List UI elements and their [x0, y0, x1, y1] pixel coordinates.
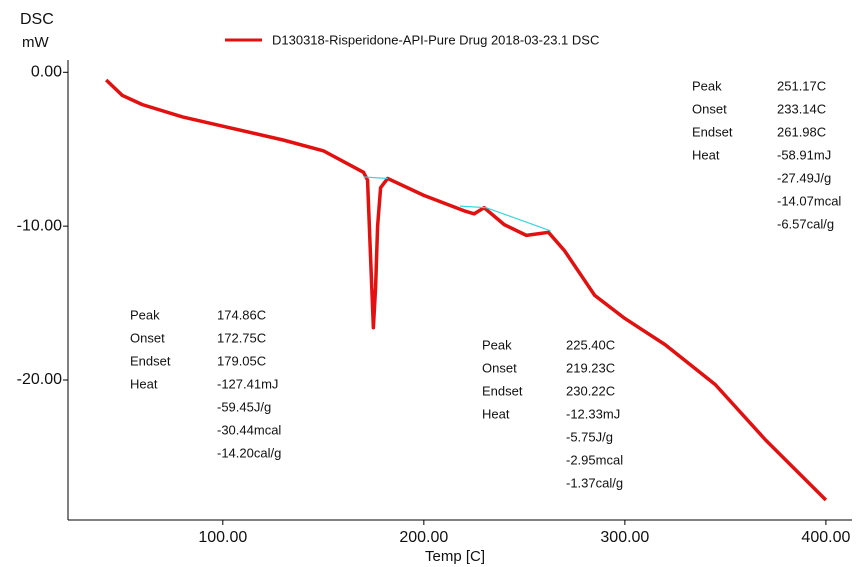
annotation-label: Onset: [692, 101, 727, 116]
x-tick-label: 400.00: [801, 529, 850, 546]
annotation-value: -5.75J/g: [566, 429, 613, 444]
annotation-label: Heat: [482, 406, 510, 421]
annotation-label: Peak: [482, 337, 512, 352]
y-tick-label: 0.00: [31, 64, 62, 81]
x-tick-label: 100.00: [198, 529, 247, 546]
y-label: DSC: [20, 11, 54, 28]
annotation-label: Endset: [482, 383, 523, 398]
annotation-label: Heat: [130, 376, 158, 391]
annotation-value: -14.07mcal: [777, 193, 841, 208]
annotation-label: Onset: [130, 330, 165, 345]
annotation-value: 219.23C: [566, 360, 615, 375]
x-tick-label: 300.00: [600, 529, 649, 546]
annotation-label: Endset: [692, 124, 733, 139]
annotation-value: 174.86C: [217, 307, 266, 322]
annotation-value: -127.41mJ: [217, 376, 278, 391]
baseline: [363, 176, 388, 180]
annotation-label: Endset: [130, 353, 171, 368]
baseline: [459, 205, 551, 232]
annotation-value: 261.98C: [777, 124, 826, 139]
annotation-label: Heat: [692, 147, 720, 162]
annotation-value: 251.17C: [777, 78, 826, 93]
y-tick-label: -20.00: [17, 371, 62, 388]
annotation-value: -2.95mcal: [566, 452, 623, 467]
annotation-value: -30.44mcal: [217, 422, 281, 437]
annotation-value: -14.20cal/g: [217, 445, 281, 460]
annotation-value: -6.57cal/g: [777, 216, 834, 231]
annotation-value: 230.22C: [566, 383, 615, 398]
annotation-value: 225.40C: [566, 337, 615, 352]
annotation-value: 172.75C: [217, 330, 266, 345]
x-label: Temp [C]: [425, 548, 485, 565]
y-tick-label: -10.00: [17, 217, 62, 234]
annotation-value: 179.05C: [217, 353, 266, 368]
annotation-value: -59.45J/g: [217, 399, 271, 414]
annotation-value: 233.14C: [777, 101, 826, 116]
legend-label: D130318-Risperidone-API-Pure Drug 2018-0…: [272, 32, 599, 47]
annotation-label: Onset: [482, 360, 517, 375]
annotation-value: -1.37cal/g: [566, 475, 623, 490]
annotation-value: -58.91mJ: [777, 147, 831, 162]
x-tick-label: 200.00: [399, 529, 448, 546]
annotation-value: -12.33mJ: [566, 406, 620, 421]
annotation-label: Peak: [130, 307, 160, 322]
data-line: [104, 78, 828, 502]
annotation-label: Peak: [692, 78, 722, 93]
y-unit: mW: [22, 34, 49, 51]
annotation-value: -27.49J/g: [777, 170, 831, 185]
